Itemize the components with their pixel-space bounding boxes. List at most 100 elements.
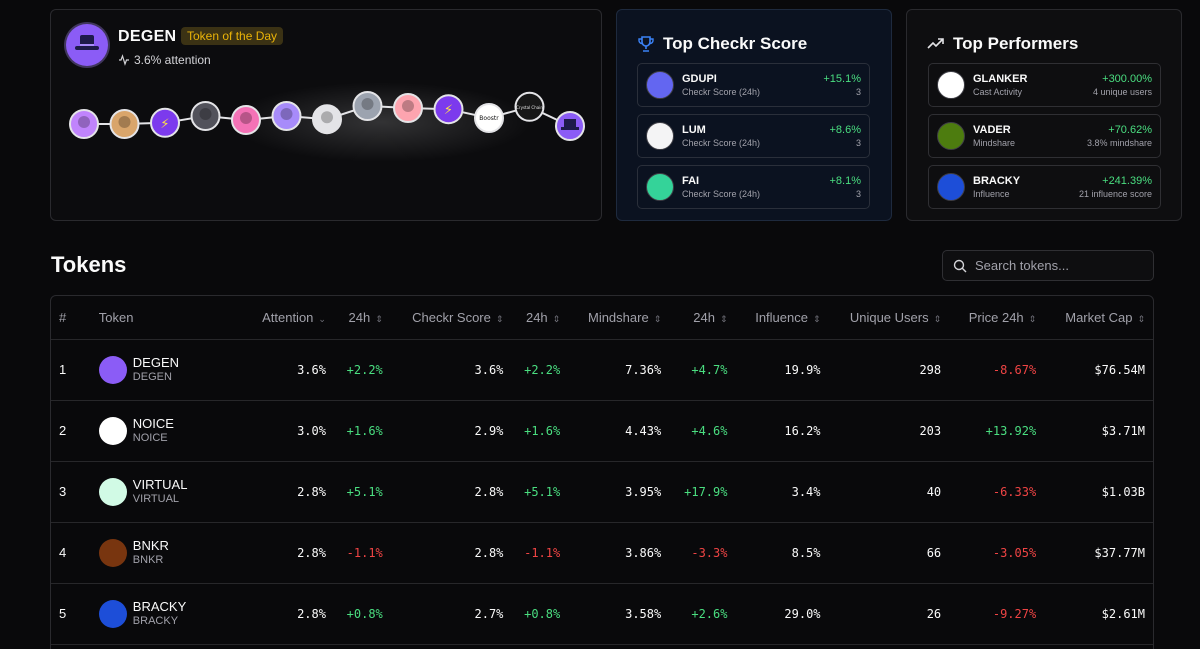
column-header[interactable]: Market Cap ⇕ xyxy=(1044,296,1153,340)
item-change: +241.39% xyxy=(1102,174,1152,187)
top-checkr-item[interactable]: FAI Checkr Score (24h) +8.1% 3 xyxy=(637,165,870,209)
item-subtitle: Checkr Score (24h) xyxy=(682,137,761,148)
token-logo-icon xyxy=(98,599,127,628)
column-header[interactable]: Unique Users ⇕ xyxy=(828,296,950,340)
chain-avatar[interactable] xyxy=(393,93,423,123)
price-24h-cell: +13.92% xyxy=(949,400,1045,462)
influence-cell: 29.0% xyxy=(735,583,829,645)
chain-avatar[interactable]: ⚡ xyxy=(433,94,464,125)
column-header[interactable]: Price 24h ⇕ xyxy=(949,296,1045,340)
item-change: +300.00% xyxy=(1102,72,1152,85)
checkr-cell: 3.6% xyxy=(390,339,512,401)
chain-avatar[interactable] xyxy=(555,111,585,141)
chain-avatar[interactable]: ⚡ xyxy=(150,107,180,138)
chain-avatar[interactable] xyxy=(312,104,342,135)
column-header[interactable]: Influence ⇕ xyxy=(735,296,829,340)
influence-cell: 16.2% xyxy=(735,400,829,462)
mindshare-cell: 3.95% xyxy=(568,461,670,523)
token-cell[interactable]: VIRTUAL VIRTUAL xyxy=(90,461,219,523)
search-box[interactable] xyxy=(942,250,1154,281)
table-header-row: # Token Attention ⌄ 24h ⇕ Checkr Score ⇕ 24h ⇕ Min… xyxy=(51,296,1153,340)
column-header[interactable]: Attention ⌄ xyxy=(218,296,334,340)
item-name: VADER xyxy=(973,123,1011,136)
sort-icon[interactable]: ⇕ xyxy=(495,313,504,324)
price-24h-cell: -6.33% xyxy=(949,461,1045,523)
attention-cell: 2.8% xyxy=(218,461,334,523)
token-cell[interactable]: NOICE NOICE xyxy=(90,400,219,462)
token-name: VIRTUAL xyxy=(132,476,188,492)
price-24h-cell: -3.05% xyxy=(949,522,1045,584)
mindshare-24h-cell: +4.7% xyxy=(669,339,736,401)
trending-up-icon xyxy=(927,38,944,49)
column-header[interactable]: 24h ⇕ xyxy=(333,296,391,340)
item-meta: 21 influence score xyxy=(1078,188,1152,199)
top-checkr-score-card: Top Checkr Score GDUPI Checkr Score (24h)… xyxy=(616,9,892,221)
chain-avatar[interactable] xyxy=(352,91,383,121)
top-performer-item[interactable]: VADER Mindshare +70.62% 3.8% mindshare xyxy=(928,114,1161,158)
column-header-label: # xyxy=(59,309,67,325)
column-header[interactable]: 24h ⇕ xyxy=(669,296,736,340)
chain-avatar[interactable]: Boostr xyxy=(474,103,504,133)
rank-cell: 4 xyxy=(51,522,91,584)
top-checkr-item[interactable]: LUM Checkr Score (24h) +8.6% 3 xyxy=(637,114,870,158)
market-cap-cell: $3.71M xyxy=(1044,400,1153,462)
attention-avatar-chain: ⚡ ⚡ Boostr Crystal Chain xyxy=(69,82,585,162)
chain-avatar[interactable] xyxy=(69,109,99,139)
table-row[interactable]: 1 DEGEN DEGEN 3.6% +2.2% 3.6% +2.2% 7.36% +4.7% 1… xyxy=(51,339,1153,401)
item-meta: 3 xyxy=(855,86,861,97)
chain-avatar[interactable] xyxy=(109,109,140,139)
token-of-the-day-card[interactable]: DEGEN Token of the Day 3.6% attention ⚡ ⚡… xyxy=(50,9,602,221)
column-header[interactable]: 24h ⇕ xyxy=(511,296,569,340)
column-header[interactable]: Mindshare ⇕ xyxy=(568,296,670,340)
table-row[interactable]: 4 BNKR BNKR 2.8% -1.1% 2.8% -1.1% 3.86% -3.3% 8.5… xyxy=(51,522,1153,584)
item-meta: 4 unique users xyxy=(1092,86,1152,97)
column-header-label: Unique Users xyxy=(849,309,929,325)
top-checkr-item[interactable]: GDUPI Checkr Score (24h) +15.1% 3 xyxy=(637,63,870,107)
checkr-24h-cell: +1.6% xyxy=(511,400,569,462)
mindshare-cell: 3.58% xyxy=(568,583,670,645)
chain-avatar[interactable]: Crystal Chain xyxy=(514,91,545,122)
sort-icon[interactable]: ⇕ xyxy=(719,313,728,324)
token-avatar-icon xyxy=(937,122,965,150)
token-cell[interactable]: BNKR BNKR xyxy=(90,522,219,584)
chain-avatar[interactable] xyxy=(271,101,302,131)
token-cell[interactable]: DEGEN DEGEN xyxy=(90,339,219,401)
chain-avatar[interactable] xyxy=(231,105,261,135)
svg-text:Boostr: Boostr xyxy=(479,115,499,122)
users-cell: 66 xyxy=(828,522,950,584)
svg-text:⚡: ⚡ xyxy=(444,103,453,118)
column-header-label: Price 24h xyxy=(968,309,1024,325)
item-name: BRACKY xyxy=(973,174,1021,187)
token-name: BNKR xyxy=(132,537,169,553)
tokens-table: # Token Attention ⌄ 24h ⇕ Checkr Score ⇕ 24h ⇕ Min… xyxy=(50,295,1154,649)
attention-24h-cell: +5.1% xyxy=(333,461,391,523)
chain-avatar[interactable] xyxy=(190,101,221,131)
table-row[interactable]: 3 VIRTUAL VIRTUAL 2.8% +5.1% 2.8% +5.1% 3.95% +1… xyxy=(51,461,1153,523)
token-cell[interactable]: BRACKY BRACKY xyxy=(90,583,219,645)
token-name: NOICE xyxy=(132,415,174,431)
sort-icon[interactable]: ⇕ xyxy=(552,313,561,324)
table-row[interactable]: 5 BRACKY BRACKY 2.8% +0.8% 2.7% +0.8% 3.58% +2.6… xyxy=(51,583,1153,645)
token-logo-icon xyxy=(98,477,127,506)
featured-token-name: DEGEN xyxy=(118,28,177,45)
sort-icon[interactable]: ⇕ xyxy=(653,313,662,324)
checkr-24h-cell: +5.1% xyxy=(511,461,569,523)
sort-desc-icon[interactable]: ⌄ xyxy=(318,313,326,324)
svg-text:⚡: ⚡ xyxy=(160,117,169,132)
top-performer-item[interactable]: GLANKER Cast Activity +300.00% 4 unique use… xyxy=(928,63,1161,107)
column-header[interactable]: Checkr Score ⇕ xyxy=(390,296,512,340)
item-subtitle: Influence xyxy=(973,188,1010,199)
sort-icon[interactable]: ⇕ xyxy=(933,313,942,324)
sort-icon[interactable]: ⇕ xyxy=(1137,313,1145,324)
sort-icon[interactable]: ⇕ xyxy=(812,313,821,324)
token-name: BRACKY xyxy=(132,598,187,614)
top-performer-item[interactable]: BRACKY Influence +241.39% 21 influence scor… xyxy=(928,165,1161,209)
search-input[interactable] xyxy=(975,258,1145,273)
featured-attention: 3.6% attention xyxy=(118,53,211,67)
sort-icon[interactable]: ⇕ xyxy=(375,313,383,324)
sort-icon[interactable]: ⇕ xyxy=(1028,313,1037,324)
attention-24h-cell: +2.2% xyxy=(333,339,391,401)
checkr-24h-cell: +2.2% xyxy=(511,339,569,401)
table-row[interactable]: 2 NOICE NOICE 3.0% +1.6% 2.9% +1.6% 4.43% +4.6% 1… xyxy=(51,400,1153,462)
token-logo-icon xyxy=(98,355,127,384)
